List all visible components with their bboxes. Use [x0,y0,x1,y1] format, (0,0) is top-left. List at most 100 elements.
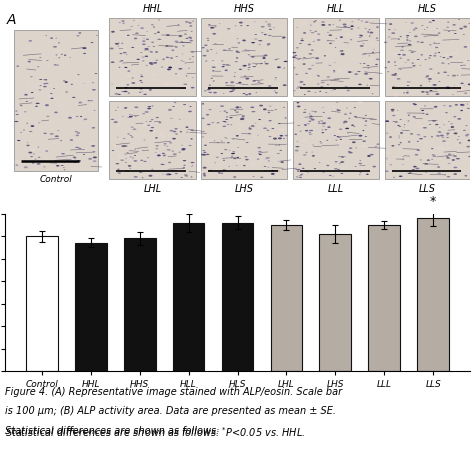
Ellipse shape [138,35,141,38]
Ellipse shape [24,166,28,168]
Ellipse shape [443,72,447,73]
Ellipse shape [149,89,152,91]
Ellipse shape [238,123,241,126]
Ellipse shape [76,135,79,136]
Ellipse shape [184,85,187,88]
Ellipse shape [91,145,95,147]
Ellipse shape [452,75,456,76]
Ellipse shape [121,82,125,85]
Ellipse shape [408,173,409,174]
Ellipse shape [271,170,274,171]
Ellipse shape [183,61,185,62]
Ellipse shape [322,122,326,124]
Ellipse shape [395,128,399,132]
Text: Statistical differences are shown as follows:: Statistical differences are shown as fol… [5,426,222,436]
Ellipse shape [183,84,187,85]
Ellipse shape [143,161,147,162]
Ellipse shape [452,159,455,161]
Ellipse shape [277,67,280,68]
Ellipse shape [413,103,416,104]
Ellipse shape [417,134,418,135]
Ellipse shape [207,89,210,90]
Bar [320,234,351,371]
Ellipse shape [310,122,315,124]
Ellipse shape [176,129,180,130]
Ellipse shape [301,22,308,25]
Ellipse shape [250,162,256,165]
Ellipse shape [220,105,224,107]
Ellipse shape [166,60,168,62]
Ellipse shape [120,88,121,89]
Ellipse shape [294,55,297,56]
Ellipse shape [394,93,399,96]
Ellipse shape [405,62,407,63]
Ellipse shape [225,58,227,61]
Ellipse shape [268,70,270,72]
Ellipse shape [429,68,433,70]
Ellipse shape [245,159,249,160]
Ellipse shape [150,89,152,90]
Ellipse shape [129,168,131,169]
Ellipse shape [20,105,22,106]
Ellipse shape [240,25,242,26]
Ellipse shape [370,72,375,75]
Ellipse shape [327,76,330,77]
Ellipse shape [398,144,400,145]
Ellipse shape [213,92,217,94]
Ellipse shape [116,123,119,126]
Ellipse shape [354,107,356,108]
Ellipse shape [446,133,449,134]
Ellipse shape [442,137,444,138]
Ellipse shape [333,135,336,136]
Ellipse shape [434,106,437,108]
Ellipse shape [257,162,259,164]
Ellipse shape [231,153,235,154]
Ellipse shape [308,121,312,122]
Ellipse shape [204,90,207,91]
Ellipse shape [212,70,215,72]
Ellipse shape [171,50,174,51]
Ellipse shape [144,111,149,113]
Ellipse shape [44,166,46,167]
Ellipse shape [138,25,139,26]
Ellipse shape [223,93,225,94]
Ellipse shape [111,119,114,120]
Bar [418,218,449,371]
Ellipse shape [318,76,320,77]
Ellipse shape [235,25,236,26]
Ellipse shape [228,65,231,66]
Ellipse shape [367,126,372,127]
Bar [293,18,379,96]
Ellipse shape [143,124,148,127]
Ellipse shape [424,163,428,165]
Ellipse shape [408,52,409,54]
Ellipse shape [32,162,35,164]
Ellipse shape [154,33,157,34]
Ellipse shape [139,92,141,93]
Ellipse shape [155,152,157,153]
Ellipse shape [386,158,388,159]
Ellipse shape [467,108,470,109]
Ellipse shape [245,156,247,157]
Ellipse shape [448,153,451,155]
Ellipse shape [367,155,370,157]
Ellipse shape [178,152,180,153]
Ellipse shape [206,50,209,51]
Ellipse shape [366,174,369,175]
Ellipse shape [351,152,353,153]
Ellipse shape [308,132,311,133]
Ellipse shape [231,90,234,92]
Ellipse shape [267,112,270,113]
Ellipse shape [24,94,28,96]
Ellipse shape [53,88,55,89]
Ellipse shape [311,130,313,131]
Ellipse shape [218,172,221,173]
Ellipse shape [301,169,304,170]
Ellipse shape [64,54,66,56]
Ellipse shape [251,111,256,112]
Ellipse shape [33,153,35,154]
Ellipse shape [236,135,239,136]
Ellipse shape [130,157,132,158]
Ellipse shape [182,45,185,46]
Ellipse shape [333,70,335,71]
